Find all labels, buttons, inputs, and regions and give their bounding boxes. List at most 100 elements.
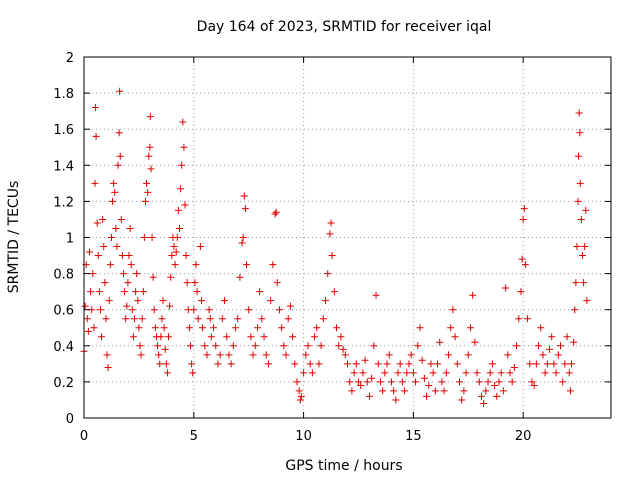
data-point	[550, 360, 558, 368]
data-point	[570, 338, 578, 346]
data-point	[535, 342, 543, 350]
data-point	[466, 324, 474, 332]
data-point	[117, 215, 125, 223]
data-point	[304, 342, 312, 350]
data-point	[442, 369, 450, 377]
data-point	[488, 360, 496, 368]
data-point	[518, 255, 526, 263]
data-point	[354, 378, 362, 386]
data-point	[423, 392, 431, 400]
data-point	[322, 297, 330, 305]
data-point	[223, 333, 231, 341]
data-point	[460, 387, 468, 395]
data-point	[418, 356, 426, 364]
data-point	[361, 356, 369, 364]
data-point	[229, 342, 237, 350]
axis-ticks	[83, 56, 611, 419]
data-point	[151, 324, 159, 332]
data-point	[156, 360, 164, 368]
data-point	[504, 351, 512, 359]
data-point	[267, 297, 275, 305]
data-point	[165, 333, 173, 341]
data-point	[438, 378, 446, 386]
data-point	[141, 197, 149, 205]
data-point	[116, 152, 124, 160]
data-point	[306, 360, 314, 368]
data-point	[245, 306, 253, 314]
data-point	[218, 315, 226, 323]
data-point	[271, 210, 279, 218]
data-point	[239, 234, 247, 241]
data-point	[181, 201, 189, 209]
data-point	[238, 239, 246, 247]
data-point	[251, 342, 259, 350]
x-tick-label: 5	[190, 429, 198, 444]
data-point	[199, 324, 207, 332]
data-point	[327, 219, 335, 227]
data-point	[486, 369, 494, 377]
data-point	[129, 333, 137, 341]
data-point	[272, 208, 280, 216]
data-point	[403, 369, 411, 377]
y-tick-label: 0.2	[53, 376, 74, 391]
data-point	[207, 333, 215, 341]
data-point	[556, 342, 564, 350]
data-point	[125, 252, 133, 260]
y-tick-label: 0.4	[53, 340, 74, 355]
data-point	[337, 333, 345, 341]
data-point	[577, 215, 585, 223]
data-point	[453, 360, 461, 368]
data-point	[330, 288, 338, 296]
data-point	[493, 392, 501, 400]
data-point	[127, 261, 135, 269]
data-point	[170, 243, 178, 251]
data-point	[194, 315, 202, 323]
data-point	[188, 360, 196, 368]
data-point	[128, 306, 136, 314]
data-point	[122, 315, 130, 323]
data-point	[135, 324, 143, 332]
data-point	[578, 252, 586, 260]
data-point	[451, 333, 459, 341]
data-point	[131, 315, 139, 323]
data-point	[559, 378, 567, 386]
data-point	[260, 333, 268, 341]
data-point	[227, 360, 235, 368]
data-point	[464, 351, 472, 359]
data-point	[176, 224, 184, 232]
data-point	[249, 351, 257, 359]
y-tick-label: 0	[66, 412, 74, 427]
data-point	[93, 219, 101, 227]
data-point	[99, 215, 107, 223]
data-point	[95, 288, 103, 296]
data-point	[110, 179, 118, 187]
data-point	[539, 351, 547, 359]
data-point	[146, 113, 154, 121]
data-point	[190, 306, 198, 314]
data-point	[368, 374, 376, 382]
data-point	[100, 243, 108, 251]
data-point	[161, 345, 169, 353]
data-point	[548, 333, 556, 341]
data-point	[502, 284, 510, 292]
data-point	[436, 338, 444, 346]
data-point	[206, 315, 214, 323]
data-point	[313, 324, 321, 332]
x-tick-labels: 0 5 10 15 20	[80, 429, 532, 444]
data-point	[81, 302, 89, 310]
data-point	[159, 297, 167, 305]
y-tick-label: 2	[66, 51, 74, 66]
data-point	[335, 342, 343, 350]
data-point	[284, 315, 292, 323]
data-point	[506, 369, 514, 377]
data-point	[407, 351, 415, 359]
y-tick-label: 0.8	[53, 268, 74, 283]
data-point	[326, 230, 334, 238]
data-point	[412, 378, 420, 386]
data-point	[296, 396, 304, 404]
data-point	[576, 179, 584, 187]
data-point	[581, 243, 589, 251]
data-point	[297, 392, 305, 400]
data-point	[528, 378, 536, 386]
data-point	[341, 351, 349, 359]
